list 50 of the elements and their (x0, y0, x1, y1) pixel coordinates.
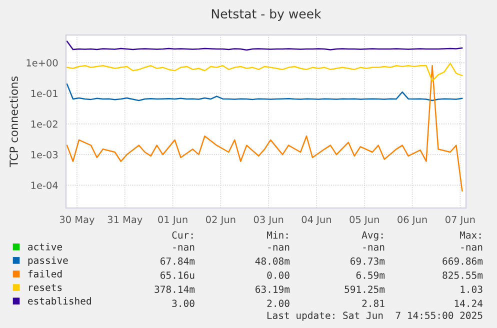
legend-label: established (28, 297, 91, 305)
text: 3.00 (172, 300, 194, 308)
text: 69.73m (350, 257, 385, 265)
text: 0.00 (267, 272, 290, 279)
text: 14.24 (454, 300, 483, 307)
legend-label: active (28, 242, 62, 250)
x-tick-label: 31 May (108, 216, 142, 226)
text: -nan (268, 245, 290, 251)
y-tick-label: 1e-01 (31, 90, 58, 98)
text: Cur: (172, 231, 193, 239)
text: 1.03 (460, 286, 482, 293)
legend-label: passive (28, 256, 68, 266)
line-series (66, 65, 463, 192)
y-tick-label: 1e+00 (26, 59, 58, 66)
text: 48.08m (255, 257, 290, 265)
text: 591.25m (344, 286, 385, 293)
text: 65.16u (160, 272, 194, 279)
text: -nan (173, 245, 194, 251)
text: Last update: Sat Jun 7 14:55:00 2025 (267, 312, 482, 321)
x-tick-label: 07 Jun (445, 216, 475, 225)
x-tick-label: 06 Jun (398, 216, 427, 225)
y-tick-label: 1e-03 (31, 151, 58, 158)
text: Avg: (362, 231, 383, 241)
text: 2.81 (362, 300, 384, 308)
text: 2.00 (267, 300, 290, 308)
x-tick-label: 01 Jun (158, 216, 188, 225)
legend-label: failed (28, 270, 62, 278)
text: -nan (363, 245, 384, 251)
text: Max: (460, 231, 481, 239)
text: 825.55m (442, 272, 483, 279)
text: 63.19m (256, 286, 290, 293)
line-series (66, 83, 463, 102)
text: 669.86m (442, 257, 483, 265)
text: -nan (461, 245, 482, 251)
x-tick-label: 30 May (60, 216, 94, 226)
text: 378.14m (154, 286, 195, 293)
y-axis-title: TCP connections (9, 76, 18, 168)
x-tick-label: 03 Jun (254, 216, 284, 225)
x-tick-label: 02 Jun (206, 216, 236, 225)
line-series (66, 40, 463, 51)
x-tick-label: 05 Jun (350, 216, 379, 225)
legend-label: resets (29, 284, 62, 292)
text: 67.84m (160, 257, 195, 265)
text: 6.59m (356, 272, 385, 279)
y-tick-label: 1e-04 (31, 182, 58, 190)
line-series (66, 62, 463, 82)
text: Min: (266, 231, 288, 239)
y-tick-label: 1e-02 (31, 120, 58, 128)
x-tick-label: 04 Jun (302, 216, 331, 225)
chart-title: Netstat - by week (212, 8, 322, 21)
